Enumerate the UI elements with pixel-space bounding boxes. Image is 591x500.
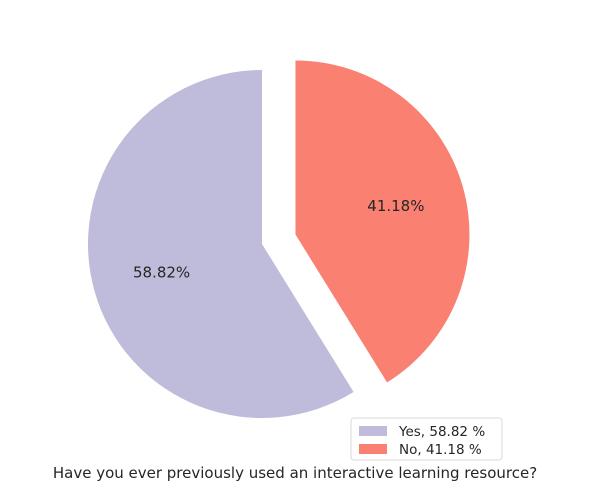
legend-box: [350, 417, 503, 461]
pie-slice-labels: 58.82% 41.18%: [133, 197, 425, 282]
legend: Yes, 58.82 % No, 41.18 %: [350, 417, 503, 461]
pie-slice-yes: [88, 70, 354, 418]
legend-swatch-no: [359, 444, 387, 454]
pie-slice-no: [295, 60, 470, 383]
pie-slice-label-yes: 58.82%: [133, 264, 190, 282]
x-axis-label: Have you ever previously used an interac…: [53, 464, 537, 482]
pie-slice-label-no: 41.18%: [367, 197, 424, 215]
legend-label-no: No, 41.18 %: [399, 442, 482, 458]
pie-slices: [88, 60, 470, 418]
legend-swatch-yes: [359, 426, 387, 436]
legend-label-yes: Yes, 58.82 %: [398, 424, 485, 440]
